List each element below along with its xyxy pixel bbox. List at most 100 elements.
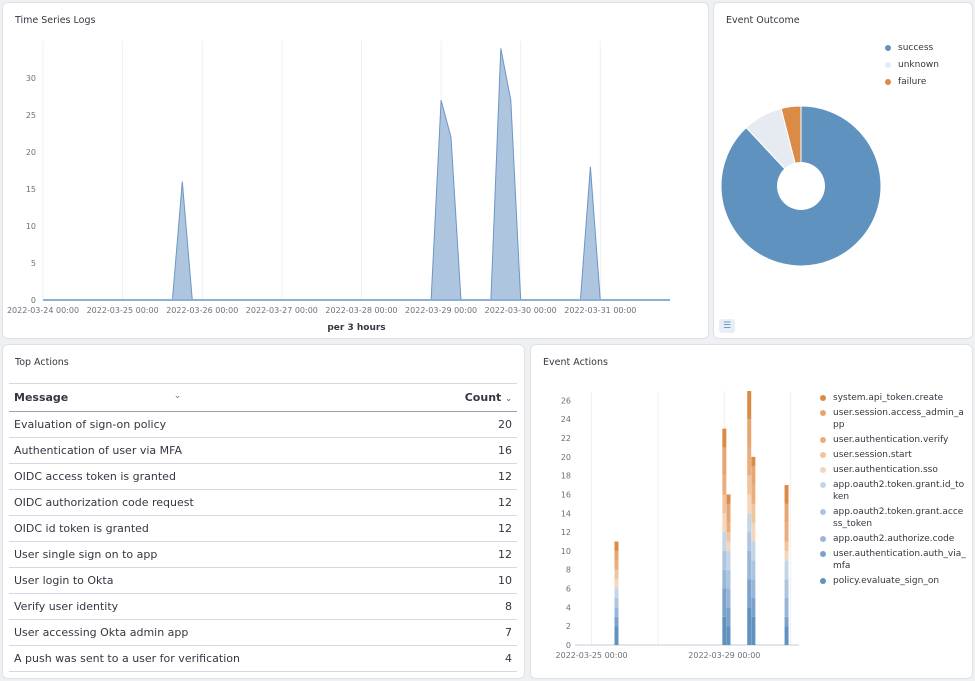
legend-item[interactable]: policy.evaluate_sign_on <box>820 575 968 587</box>
bar-segment[interactable] <box>784 626 789 645</box>
bar-segment[interactable] <box>726 503 731 523</box>
bar-segment[interactable] <box>751 597 756 617</box>
bar-segment[interactable] <box>751 560 756 580</box>
x-tick-label: 2022-03-29 00:00 <box>405 306 477 315</box>
table-row[interactable]: A push was sent to a user for verificati… <box>9 645 517 672</box>
event-outcome-pie[interactable] <box>714 3 973 339</box>
bar-segment[interactable] <box>722 588 727 617</box>
bar-segment[interactable] <box>784 541 789 551</box>
bar-segment[interactable] <box>751 466 756 486</box>
legend-item[interactable]: user.authentication.verify <box>820 434 968 446</box>
table-row[interactable]: OIDC authorization code request 12 <box>9 489 517 516</box>
legend-item[interactable]: system.api_token.create <box>820 392 968 404</box>
bar-segment[interactable] <box>614 626 619 645</box>
bar-segment[interactable] <box>747 550 752 580</box>
bar-segment[interactable] <box>722 513 727 533</box>
bar-segment[interactable] <box>784 597 789 617</box>
bar-segment[interactable] <box>722 475 727 495</box>
bar-segment[interactable] <box>726 494 731 504</box>
count-column-header[interactable]: Count ⌄ <box>441 383 517 412</box>
bar-segment[interactable] <box>747 419 752 448</box>
bar-segment[interactable] <box>747 513 752 533</box>
legend-label: app.oauth2.token.grant.id_token <box>833 480 965 502</box>
table-row[interactable]: User accessing Okta admin app 7 <box>9 619 517 646</box>
bar-segment[interactable] <box>726 532 731 542</box>
bar-segment[interactable] <box>784 616 789 627</box>
bar-segment[interactable] <box>747 579 752 608</box>
bar-segment[interactable] <box>784 485 789 504</box>
bar-segment[interactable] <box>726 541 731 551</box>
bar-segment[interactable] <box>614 588 619 598</box>
bar-segment[interactable] <box>751 522 756 542</box>
bar-segment[interactable] <box>751 485 756 504</box>
bar-segment[interactable] <box>747 607 752 645</box>
bar-segment[interactable] <box>726 550 731 570</box>
bar-segment[interactable] <box>614 541 619 551</box>
table-row[interactable]: OIDC id token is granted 12 <box>9 515 517 542</box>
bar-segment[interactable] <box>784 550 789 561</box>
bar-segment[interactable] <box>784 522 789 542</box>
legend-item-success[interactable]: success <box>885 40 939 57</box>
bar-segment[interactable] <box>614 579 619 589</box>
bar-segment[interactable] <box>722 494 727 514</box>
bar-segment[interactable] <box>784 579 789 598</box>
bar-segment[interactable] <box>722 569 727 589</box>
legend-item-unknown[interactable]: unknown <box>885 57 939 74</box>
chevron-down-icon[interactable]: ⌄ <box>505 394 512 403</box>
legend-item-failure[interactable]: failure <box>885 74 939 91</box>
list-icon[interactable]: ☰ <box>719 319 735 333</box>
table-row[interactable]: User single sign on to app 12 <box>9 541 517 568</box>
bar-segment[interactable] <box>784 560 789 580</box>
bar-segment[interactable] <box>747 475 752 495</box>
message-column-header[interactable]: Message ⌄ <box>9 383 442 412</box>
event-actions-panel: Event Actions 0 2 4 6 8 10 12 14 16 18 20 22 24 26 202… <box>530 344 973 679</box>
bar-segment[interactable] <box>747 494 752 514</box>
bar-segment[interactable] <box>614 560 619 570</box>
bar-segment[interactable] <box>614 597 619 608</box>
legend-item[interactable]: app.oauth2.authorize.code <box>820 533 968 545</box>
bar-segment[interactable] <box>614 607 619 617</box>
legend-item[interactable]: user.authentication.sso <box>820 464 968 476</box>
bar-segment[interactable] <box>751 616 756 645</box>
bar-segment[interactable] <box>614 616 619 627</box>
legend-item[interactable]: user.authentication.auth_via_mfa <box>820 548 968 572</box>
message-cell: A push was sent to a user for verificati… <box>9 645 442 672</box>
table-row[interactable]: Evaluation of sign-on policy 20 <box>9 411 517 438</box>
bar-segment[interactable] <box>751 503 756 523</box>
y-tick-label: 8 <box>566 566 571 575</box>
legend-item[interactable]: user.session.start <box>820 449 968 461</box>
bar-segment[interactable] <box>722 447 727 476</box>
bar-segment[interactable] <box>747 447 752 476</box>
area-series[interactable] <box>43 48 670 301</box>
bar-segment[interactable] <box>722 428 727 448</box>
bar-segment[interactable] <box>726 522 731 533</box>
legend-item[interactable]: user.session.access_admin_app <box>820 407 968 431</box>
table-row[interactable]: Authentication of user via MFA 16 <box>9 437 517 464</box>
event-outcome-title: Event Outcome <box>726 15 800 26</box>
legend-item[interactable]: app.oauth2.token.grant.id_token <box>820 479 968 503</box>
bar-segment[interactable] <box>722 616 727 645</box>
bar-segment[interactable] <box>751 541 756 561</box>
bar-segment[interactable] <box>751 456 756 467</box>
y-tick-label: 20 <box>561 453 571 462</box>
bar-segment[interactable] <box>722 550 727 570</box>
bar-segment[interactable] <box>747 532 752 551</box>
bar-segment[interactable] <box>751 579 756 598</box>
table-row[interactable]: Verify user identity 8 <box>9 593 517 620</box>
bar-segment[interactable] <box>722 532 727 551</box>
table-row[interactable]: OIDC access token is granted 12 <box>9 463 517 490</box>
chevron-down-icon[interactable]: ⌄ <box>173 391 182 401</box>
legend-item[interactable]: app.oauth2.token.grant.access_token <box>820 506 968 530</box>
bar-segment[interactable] <box>614 569 619 580</box>
bar-segment[interactable] <box>726 588 731 608</box>
bar-segment[interactable] <box>784 503 789 523</box>
time-series-chart[interactable]: 2022-03-24 00:00 2022-03-25 00:00 2022-03-… <box>3 3 709 339</box>
bar-segment[interactable] <box>614 550 619 561</box>
bar-segment[interactable] <box>726 626 731 645</box>
bar-segment[interactable] <box>726 569 731 589</box>
bar-segment[interactable] <box>726 607 731 627</box>
legend-dot <box>820 578 826 584</box>
bar-segment[interactable] <box>747 391 752 420</box>
table-row[interactable]: User login to Okta 10 <box>9 567 517 594</box>
